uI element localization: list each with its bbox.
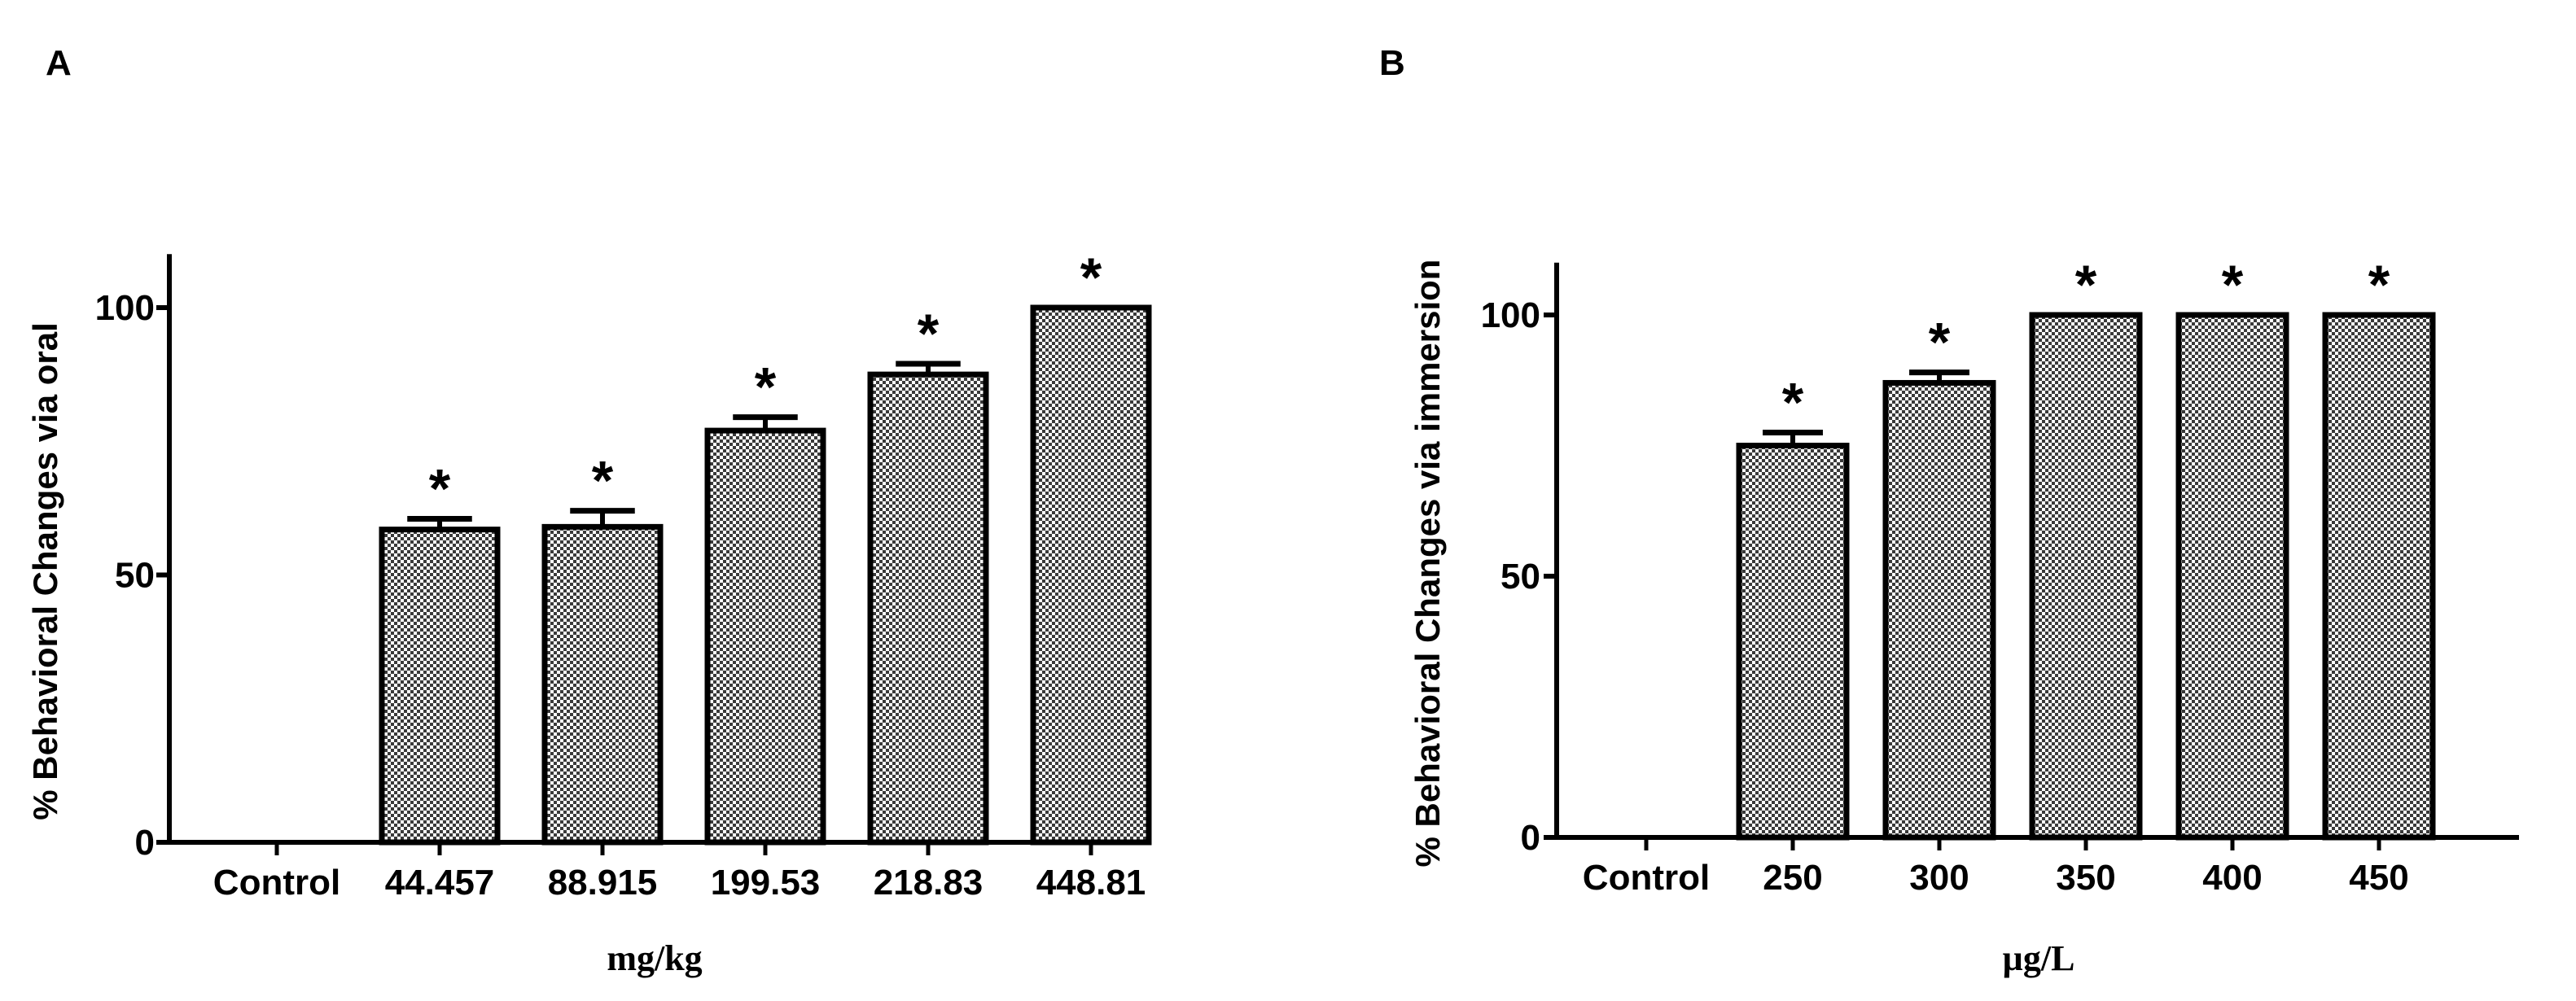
y-tick-label-a-100: 100 (95, 288, 155, 328)
x-axis-label-b: µg/L (2003, 938, 2075, 978)
x-tick-label-b-300: 300 (1909, 858, 1969, 898)
significance-marker-a-88-915: * (592, 450, 614, 512)
significance-marker-a-44-457: * (429, 458, 451, 520)
x-tick-label-a-218-83: 218.83 (874, 863, 984, 903)
bar-a-199-53 (704, 427, 826, 846)
y-tick-label-a-0: 0 (135, 823, 155, 863)
panel-label-b: B (1379, 43, 1405, 83)
x-tick-label-a-88-915: 88.915 (548, 863, 658, 903)
x-tick-label-a-44-457: 44.457 (385, 863, 495, 903)
significance-marker-a-218-83: * (918, 303, 940, 365)
bar-a-448-81 (1030, 304, 1152, 846)
significance-marker-b-250: * (1782, 371, 1804, 433)
significance-marker-a-199-53: * (755, 356, 777, 418)
chart-a: A % Behavioral Changes via oral mg/kg 0 5… (26, 43, 1152, 978)
bar-b-350 (2029, 312, 2143, 841)
bar-b-300 (1882, 379, 1996, 841)
bar-b-450 (2322, 312, 2436, 841)
significance-marker-b-300: * (1929, 312, 1951, 374)
significance-marker-b-400: * (2222, 254, 2244, 316)
bar-b-250 (1736, 443, 1850, 841)
x-axis-label-a: mg/kg (607, 938, 702, 978)
x-tick-label-b-450: 450 (2349, 858, 2408, 898)
bar-b-400 (2175, 312, 2289, 841)
x-tick-label-b-control: Control (1583, 858, 1710, 898)
y-tick-label-a-50: 50 (115, 556, 155, 596)
significance-marker-a-448-81: * (1080, 247, 1102, 308)
y-axis-label-b: % Behavioral Changes via immersion (1408, 260, 1447, 868)
x-tick-label-b-400: 400 (2202, 858, 2262, 898)
panel-label-a: A (46, 43, 72, 83)
y-tick-label-b-50: 50 (1500, 557, 1540, 597)
y-tick-label-b-0: 0 (1521, 818, 1540, 858)
x-tick-label-a-199-53: 199.53 (711, 863, 821, 903)
x-tick-label-a-control: Control (213, 863, 340, 903)
x-tick-label-b-250: 250 (1763, 858, 1822, 898)
significance-marker-b-450: * (2368, 254, 2390, 316)
bar-a-88-915 (541, 523, 664, 846)
y-axis-label-a: % Behavioral Changes via oral (26, 322, 64, 820)
y-tick-label-b-100: 100 (1481, 295, 1540, 335)
chart-b: B % Behavioral Changes via immersion µg/… (1379, 43, 2519, 978)
bar-a-44-457 (379, 527, 501, 846)
x-tick-label-a-448-81: 448.81 (1036, 863, 1146, 903)
bar-a-218-83 (867, 371, 989, 846)
significance-marker-b-350: * (2075, 254, 2097, 316)
x-tick-label-b-350: 350 (2056, 858, 2115, 898)
